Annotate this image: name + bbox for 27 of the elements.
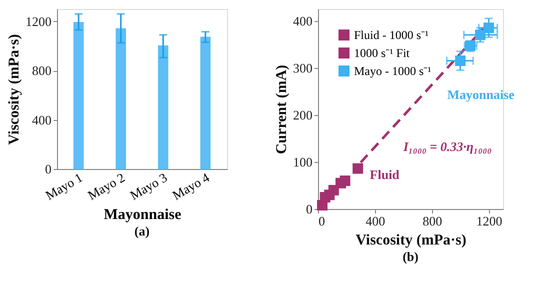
x-tick-label: Mayo 2 bbox=[85, 170, 128, 203]
y-tick-label: 400 bbox=[293, 13, 312, 28]
x-tick-label: Mayo 4 bbox=[170, 170, 212, 203]
x-tick-label: 800 bbox=[422, 214, 442, 228]
text: (a) bbox=[134, 223, 150, 238]
x-axis-title: Viscosity (mPa·s) bbox=[356, 232, 466, 248]
y-tick-label: 800 bbox=[32, 63, 52, 78]
y-tick-label: 300 bbox=[293, 60, 312, 76]
y-tick-label: 100 bbox=[293, 154, 312, 170]
x-tick-label: Mayo 3 bbox=[127, 170, 170, 203]
legend-label: Mayo - 1000 s⁻¹ bbox=[354, 64, 432, 78]
annotation: I₁₀₀₀ = 0.33·η₁₀₀₀ bbox=[402, 139, 492, 154]
y-tick-label: 0 bbox=[306, 202, 312, 216]
x-tick-label: 1200 bbox=[476, 214, 502, 228]
x-tick-label: 0 bbox=[318, 214, 325, 228]
y-tick-label: 1200 bbox=[26, 14, 52, 29]
x-tick-label: 400 bbox=[366, 214, 386, 228]
annotation: Mayonnaise bbox=[447, 87, 515, 102]
text: (b) bbox=[402, 249, 418, 264]
annotation: Fluid bbox=[370, 167, 400, 182]
y-tick-label: 400 bbox=[32, 112, 52, 128]
x-axis-title: Mayonnaise bbox=[104, 206, 182, 223]
legend-label: Fluid - 1000 s⁻¹ bbox=[354, 28, 430, 42]
y-tick-label: 200 bbox=[293, 107, 312, 122]
y-axis-title: Viscosity (mPa·s) bbox=[6, 34, 22, 145]
y-axis-title: Current (mA) bbox=[274, 64, 290, 154]
legend-label: 1000 s⁻¹ Fit bbox=[354, 46, 410, 60]
